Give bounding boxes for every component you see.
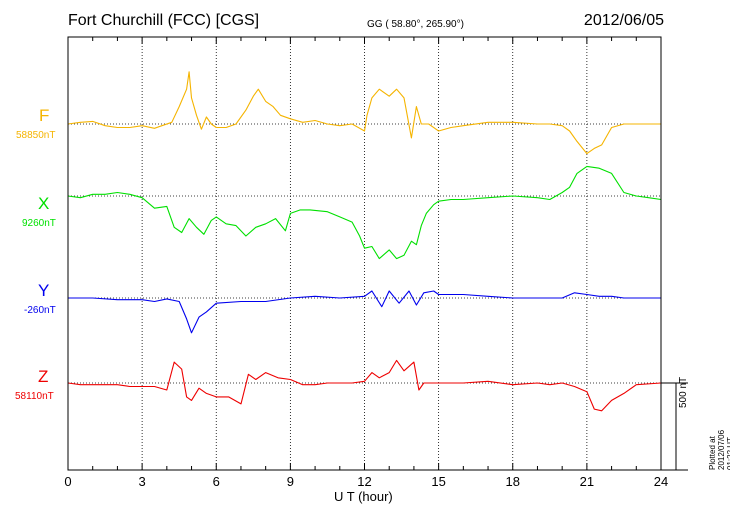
scale-bar	[661, 382, 688, 471]
x-tick-label: 9	[287, 474, 294, 489]
component-x-label: X	[38, 194, 50, 213]
x-tick-label: 24	[654, 474, 668, 489]
component-f-baseline: 58850nT	[16, 130, 56, 141]
component-z-baseline: 58110nT	[15, 391, 54, 402]
series-layer	[67, 71, 662, 412]
component-y-label: Y	[38, 281, 50, 300]
series-line-y	[68, 290, 661, 334]
x-axis-label: U T (hour)	[334, 489, 393, 504]
component-y-baseline: -260nT	[24, 305, 56, 316]
scale-bar-label: 500 nT	[678, 376, 689, 408]
grid-lines	[68, 37, 661, 470]
station-coordinates: GG ( 58.80°, 265.90°)	[367, 19, 464, 30]
component-f-label: F	[39, 106, 50, 125]
series-line-x	[67, 165, 662, 260]
x-axis-ticks: 0 3 6 9 12 15 18 21 24	[64, 37, 668, 489]
x-tick-label: 18	[506, 474, 520, 489]
x-tick-label: 0	[64, 474, 71, 489]
x-tick-label: 3	[139, 474, 146, 489]
x-tick-label: 6	[213, 474, 220, 489]
x-tick-label: 21	[580, 474, 594, 489]
plot-date: 2012/06/05	[583, 12, 664, 29]
series-line-z	[67, 359, 662, 412]
station-title: Fort Churchill (FCC) [CGS]	[68, 12, 260, 29]
component-x-baseline: 9260nT	[22, 218, 56, 229]
x-tick-label: 15	[431, 474, 445, 489]
x-tick-label: 12	[357, 474, 371, 489]
series-line-f	[67, 71, 661, 155]
component-z-label: Z	[38, 367, 49, 386]
plotted-timestamp: Plotted at 2012/07/06 01:22 UT	[708, 429, 730, 470]
